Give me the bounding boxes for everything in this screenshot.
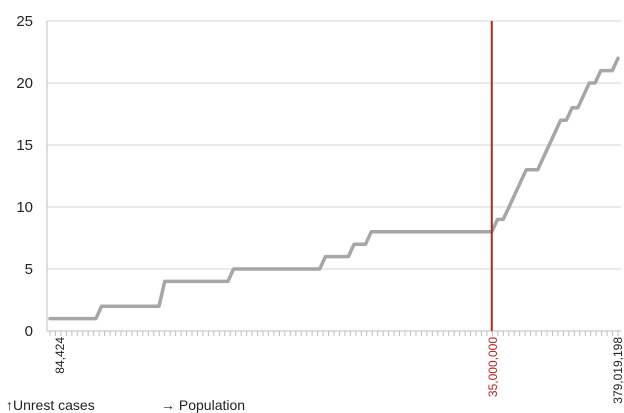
y-tick-label-0: 0 xyxy=(25,323,33,340)
x-axis-tick-marks xyxy=(49,331,619,336)
y-axis-caption: ↑Unrest cases xyxy=(6,397,95,413)
gridlines xyxy=(47,20,621,270)
y-tick-label-20: 20 xyxy=(16,75,33,92)
y-tick-label-15: 15 xyxy=(16,137,33,154)
series-group xyxy=(48,56,620,321)
x-tick-label-2: 379,019,198 xyxy=(611,337,624,404)
x-axis-caption: → Population xyxy=(161,397,246,413)
x-axis-tick-labels: 84,424 35,000,000 379,019,198 xyxy=(53,337,624,404)
series-line xyxy=(48,56,620,321)
y-tick-label-5: 5 xyxy=(25,261,33,278)
y-tick-label-10: 10 xyxy=(16,199,33,216)
y-axis-tick-labels: 0 5 10 15 20 25 xyxy=(16,13,33,340)
x-tick-label-1: 35,000,000 xyxy=(486,337,500,397)
y-tick-label-25: 25 xyxy=(16,13,33,30)
axes xyxy=(46,21,621,332)
x-tick-label-0: 84,424 xyxy=(53,337,67,374)
